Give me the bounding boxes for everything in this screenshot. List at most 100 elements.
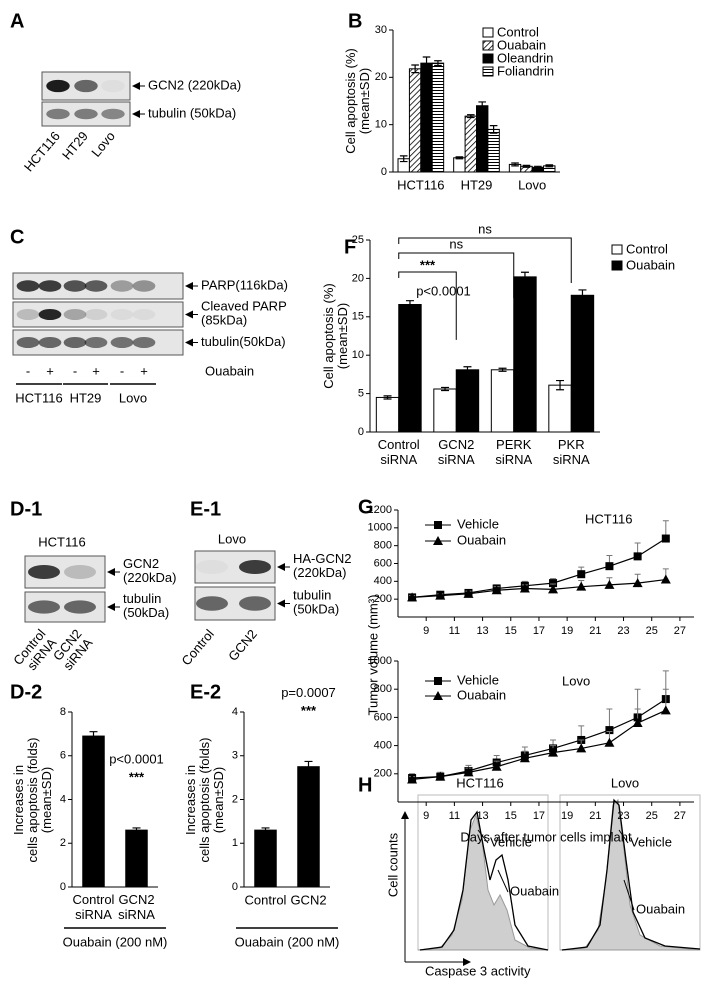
error-bar xyxy=(466,114,475,119)
error-bar xyxy=(132,827,141,833)
legend-swatch xyxy=(611,260,623,271)
marker xyxy=(435,590,446,600)
flow-title: HCT116 xyxy=(456,775,503,790)
panel-label: H xyxy=(358,774,372,796)
blot-row-label: tubulin(50kDa) xyxy=(201,334,286,349)
blot-band xyxy=(239,596,271,611)
marker xyxy=(660,574,671,584)
error-bar xyxy=(405,300,414,309)
histogram-vehicle xyxy=(559,798,701,951)
callout xyxy=(618,829,629,844)
marker xyxy=(661,534,670,543)
y-tick-label: 4 xyxy=(60,793,66,805)
legend-label: Ouabain xyxy=(497,37,546,52)
y-tick-label: 15 xyxy=(352,311,364,323)
blot-row-label: tubulin (50kDa) xyxy=(148,105,236,120)
x-tick-label-line: siRNA xyxy=(118,907,155,922)
y-axis-label-line: (mean±SD) xyxy=(335,303,350,369)
y-tick-label: 4 xyxy=(232,706,238,718)
x-tick-label: 27 xyxy=(674,625,686,637)
annotation: *** xyxy=(301,703,317,718)
callout xyxy=(477,829,489,844)
treatment-sign: + xyxy=(140,363,148,378)
panel-label: E-2 xyxy=(190,681,221,703)
group-label: Lovo xyxy=(119,390,147,405)
marker xyxy=(660,705,671,715)
treatment-sign: - xyxy=(120,363,124,378)
x-tick-label-line: GCN2 xyxy=(118,892,154,907)
error-bar xyxy=(89,731,98,742)
flow-label: Ouabain xyxy=(510,883,559,898)
legend-swatch xyxy=(482,66,494,77)
marker xyxy=(407,774,418,784)
y-axis-label-line: (mean±SD) xyxy=(211,767,226,833)
bar xyxy=(431,62,445,173)
blot-band xyxy=(110,280,134,292)
blot-row-label: tubulin(50kDa) xyxy=(293,588,339,617)
blot-title: HCT116 xyxy=(38,534,85,549)
y-tick-label: 400 xyxy=(374,575,392,587)
x-tick-label: 21 xyxy=(589,810,601,822)
annotation: p<0.0001 xyxy=(416,283,471,298)
x-tick-label-line: PERK xyxy=(496,437,532,452)
blot-band xyxy=(63,337,87,348)
bar xyxy=(513,276,537,433)
flow-panel: H HCT116 Lovo Vehicle Ouabain Vehicle Ou… xyxy=(358,774,701,978)
treatment-label: Ouabain (200 nM) xyxy=(235,934,340,949)
bar xyxy=(375,396,400,433)
y-tick-label: 200 xyxy=(374,768,392,780)
blot-band xyxy=(101,108,125,120)
blot-band xyxy=(64,564,96,580)
y-axis-label-line: (mean±SD) xyxy=(357,68,372,134)
y-tick-label: 0 xyxy=(60,881,66,893)
legend-swatch xyxy=(611,244,623,255)
y-tick-label: 8 xyxy=(60,706,66,718)
bar xyxy=(548,384,572,433)
x-tick-label-line: Control xyxy=(378,437,420,452)
panel-label: E-1 xyxy=(190,498,221,520)
group-label: HCT116 xyxy=(15,390,62,405)
marker xyxy=(549,579,558,588)
blot-band xyxy=(196,559,228,575)
marker xyxy=(632,578,643,588)
x-tick-label-line: GCN2 xyxy=(438,437,474,452)
blot-band xyxy=(132,280,156,292)
annotation: *** xyxy=(420,257,436,272)
y-tick-label: 1 xyxy=(232,837,238,849)
blot-row-label-line: HA-GCN2 xyxy=(293,551,352,566)
y-axis-label-line: (mean±SD) xyxy=(39,767,54,833)
panel-label: D-1 xyxy=(10,498,42,520)
callout xyxy=(623,879,635,911)
blot-row-label-line: (50kDa) xyxy=(123,605,169,620)
blot-row-label-line: (85kDa) xyxy=(201,313,247,328)
blot-row-label-line: (220kDa) xyxy=(293,565,346,580)
marker xyxy=(463,588,474,598)
blot-band xyxy=(239,559,271,575)
blot-band xyxy=(38,280,62,292)
marker xyxy=(407,592,418,602)
x-axis-label: Days after tumor cells implant xyxy=(460,829,632,844)
bar xyxy=(420,62,433,173)
legend-label: Ouabain xyxy=(626,257,675,272)
chart-title: HCT116 xyxy=(585,511,632,526)
series-line xyxy=(412,698,667,779)
legend-swatch xyxy=(482,53,494,64)
x-tick-label: 17 xyxy=(533,810,545,822)
marker xyxy=(576,581,587,591)
error-bar xyxy=(411,64,419,74)
chart-title: Lovo xyxy=(562,673,590,688)
bar xyxy=(408,68,422,173)
y-axis-label: Cell counts xyxy=(385,832,400,897)
y-axis-label: Cell apoptosis (%)(mean±SD) xyxy=(343,48,372,154)
x-tick-label: 27 xyxy=(674,810,686,822)
x-tick-label: 23 xyxy=(617,625,629,637)
y-tick-label: 0 xyxy=(358,426,364,438)
y-tick-label: 600 xyxy=(374,557,392,569)
y-tick-label: 0 xyxy=(232,881,238,893)
y-tick-label: 1200 xyxy=(368,504,392,516)
error-bar xyxy=(520,271,529,283)
marker xyxy=(632,718,643,728)
blot-row-label-line: (50kDa) xyxy=(293,602,339,617)
y-tick-label: 2 xyxy=(60,837,66,849)
